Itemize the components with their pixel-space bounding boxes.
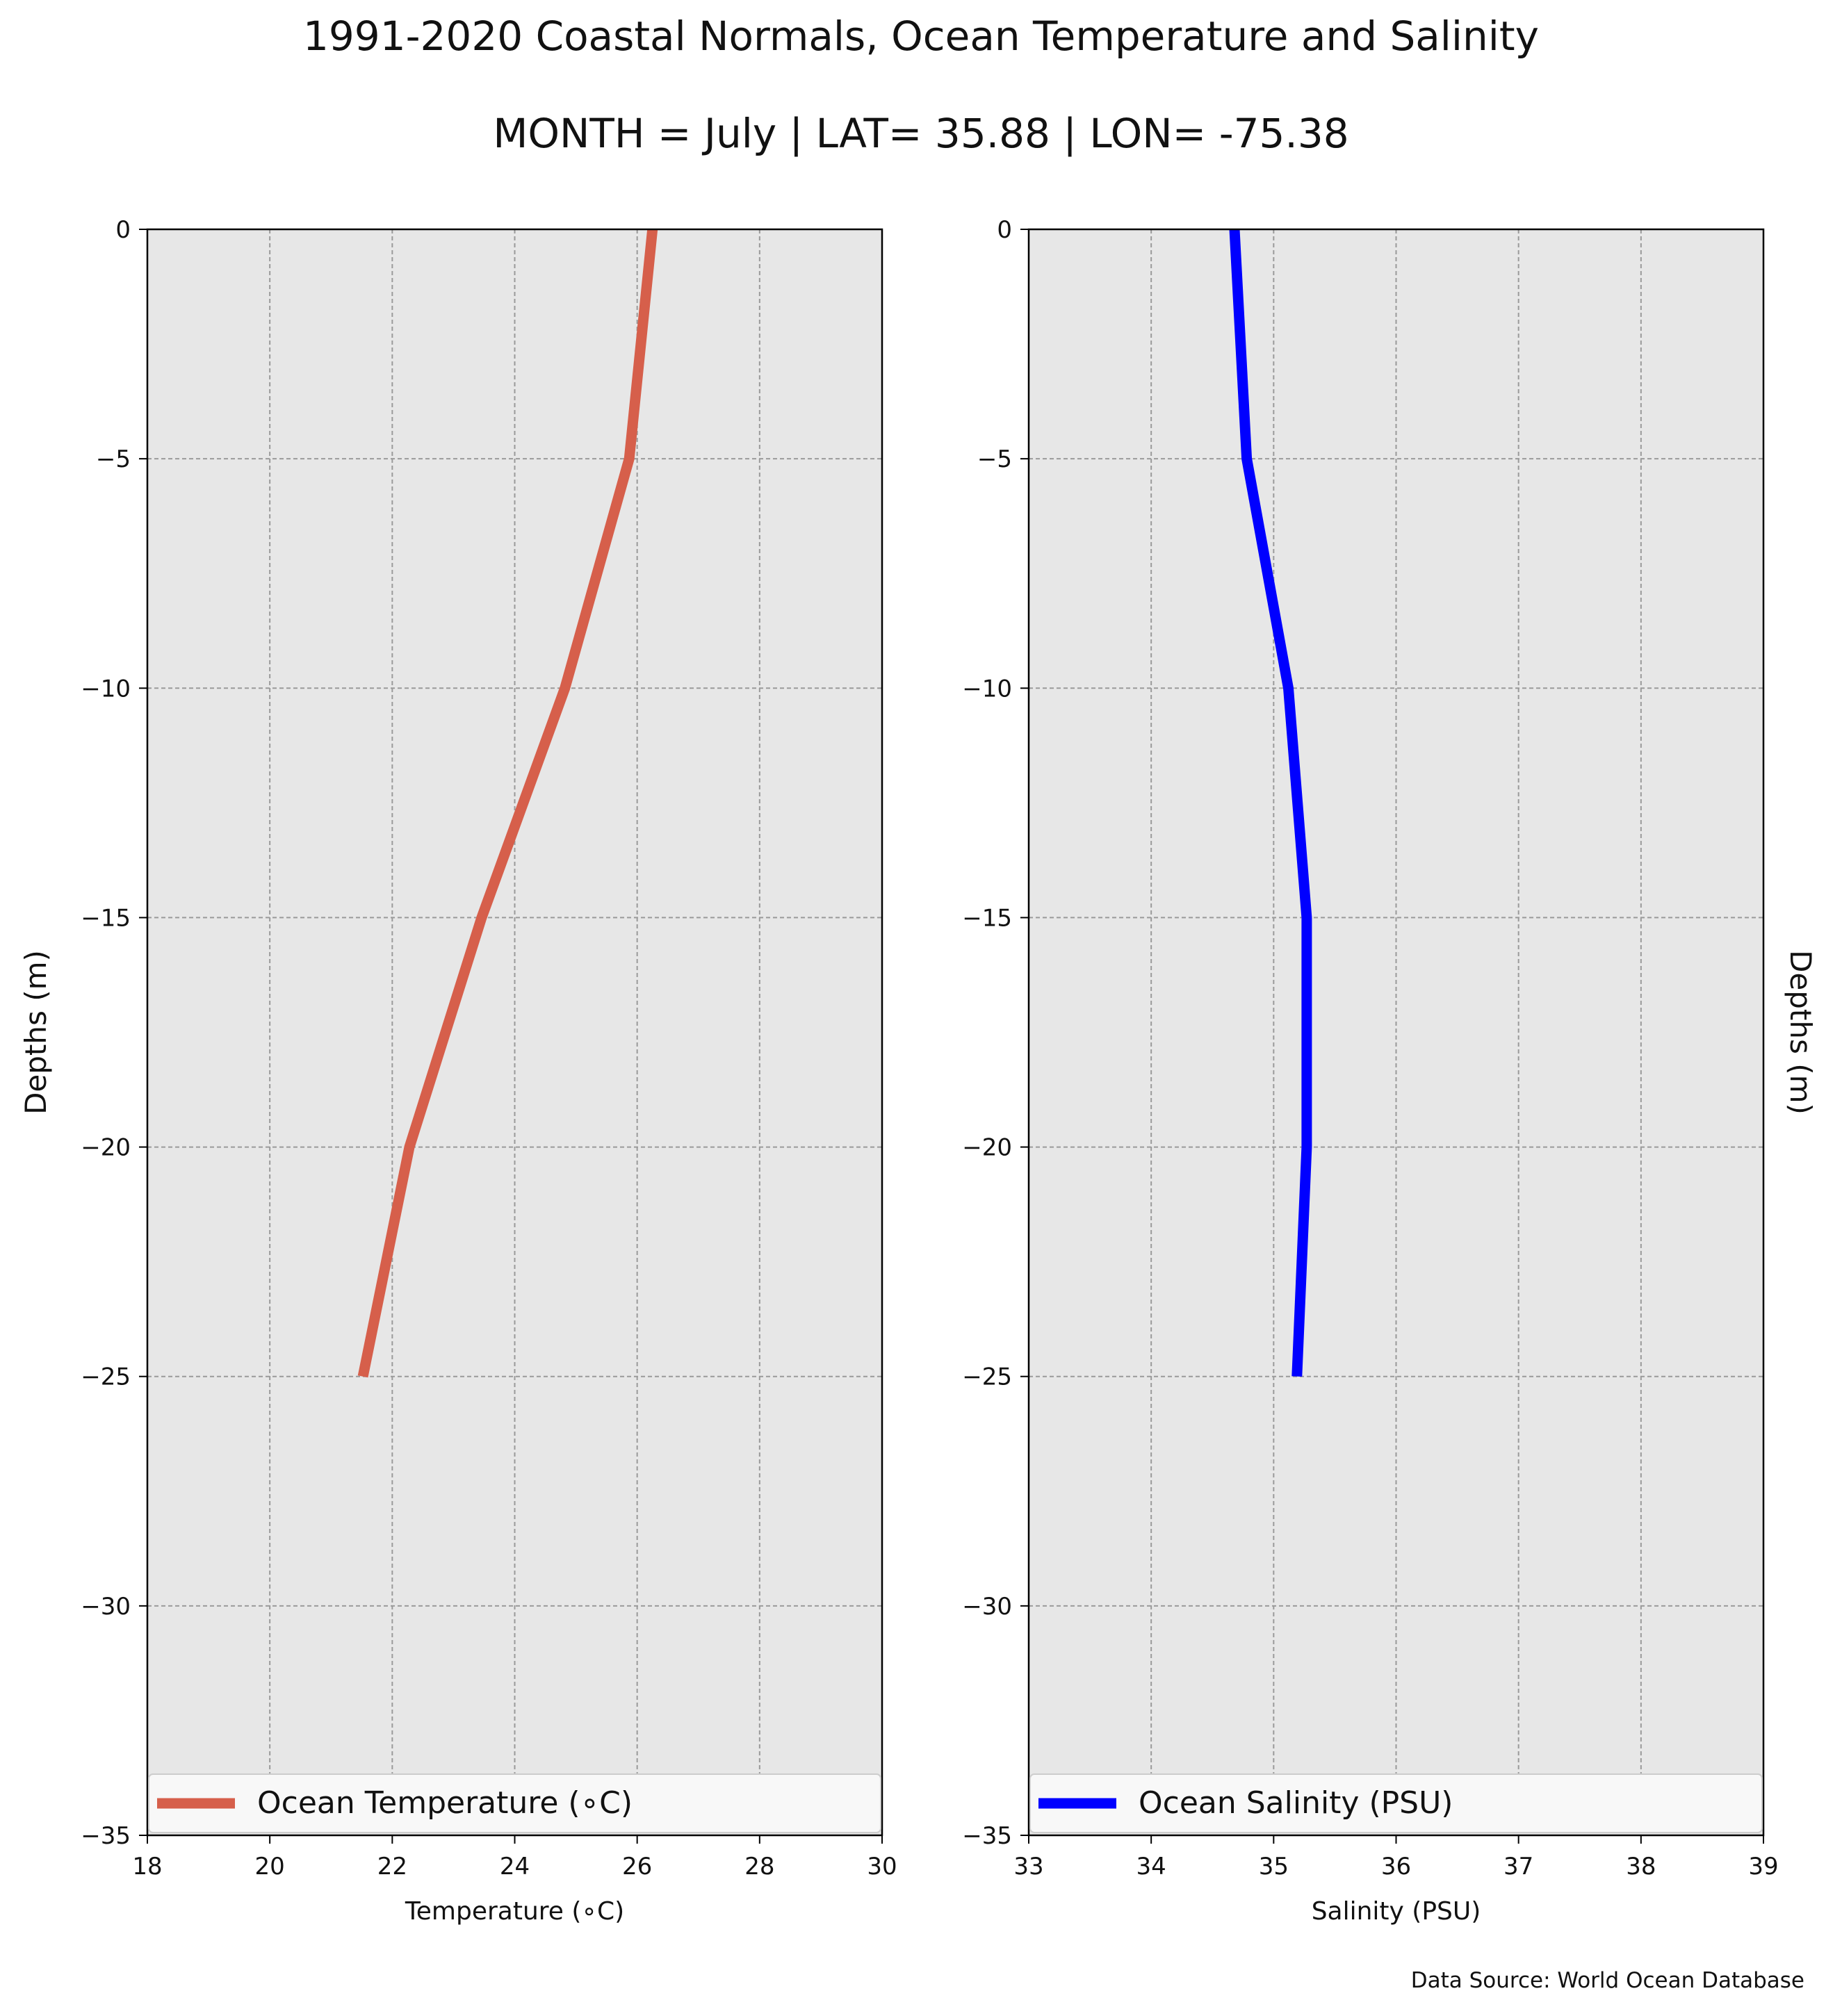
chart-title: 1991-2020 Coastal Normals, Ocean Tempera… (303, 13, 1539, 60)
temp-chart: 18 20 22 24 26 28 30 0 −5 −10 −15 −20 −25 −30 −35 Tempe… (19, 216, 897, 1926)
sal-x-tick-label: 39 (1748, 1853, 1778, 1880)
sal-y-tick-label: −10 (962, 675, 1012, 703)
sal-y-axis-label: Depths (m) (1784, 950, 1818, 1115)
sal-x-tick-label: 36 (1381, 1853, 1411, 1880)
sal-y-tick-label: −15 (962, 904, 1012, 932)
temp-x-tick-label: 26 (622, 1853, 652, 1880)
sal-y-tick-label: 0 (997, 216, 1012, 244)
temp-y-tick-label: 0 (115, 216, 131, 244)
data-source-note: Data Source: World Ocean Database (1410, 1968, 1804, 1993)
temp-x-tick-label: 18 (132, 1853, 162, 1880)
chart-subtitle: MONTH = July | LAT= 35.88 | LON= -75.38 (493, 110, 1349, 157)
temp-y-tick-label: −10 (81, 675, 131, 703)
temp-x-axis-label: Temperature (∘C) (405, 1897, 624, 1926)
temp-x-tick-label: 30 (867, 1853, 897, 1880)
sal-x-axis-label: Salinity (PSU) (1312, 1897, 1481, 1926)
temp-y-tick-label: −20 (81, 1134, 131, 1162)
temp-x-tick-label: 24 (500, 1853, 530, 1880)
temp-x-tick-label: 20 (255, 1853, 285, 1880)
sal-y-tick-label: −25 (962, 1363, 1012, 1391)
sal-y-tick-label: −20 (962, 1134, 1012, 1162)
temp-series-line (357, 229, 658, 1378)
temp-y-tick-label: −30 (81, 1593, 131, 1621)
sal-x-tick-label: 34 (1136, 1853, 1166, 1880)
sal-legend-label: Ocean Salinity (PSU) (1139, 1785, 1453, 1821)
temp-y-tick-label: −25 (81, 1363, 131, 1391)
temp-y-axis-label: Depths (m) (19, 950, 53, 1115)
temp-y-tick-label: −35 (81, 1822, 131, 1850)
sal-chart: 33 34 35 36 37 38 39 0 −5 −10 −15 −20 −25 −30 −35 Salin… (962, 216, 1818, 1926)
sal-x-tick-label: 35 (1259, 1853, 1289, 1880)
temp-legend: Ocean Temperature (∘C) (148, 1773, 881, 1833)
sal-legend: Ocean Salinity (PSU) (1029, 1773, 1763, 1833)
temp-y-tick-label: −5 (96, 445, 131, 473)
temp-legend-label: Ocean Temperature (∘C) (257, 1785, 633, 1821)
sal-series-line (1229, 229, 1312, 1377)
temp-x-tick-label: 22 (377, 1853, 407, 1880)
sal-x-tick-label: 37 (1503, 1853, 1533, 1880)
temp-x-tick-label: 28 (744, 1853, 774, 1880)
sal-legend-box (1029, 1773, 1763, 1833)
sal-y-tick-label: −30 (962, 1593, 1012, 1621)
sal-y-tick-label: −5 (977, 445, 1012, 473)
sal-x-tick-label: 33 (1013, 1853, 1043, 1880)
temp-legend-box (148, 1773, 881, 1833)
sal-y-tick-label: −35 (962, 1822, 1012, 1850)
sal-x-tick-label: 38 (1626, 1853, 1656, 1880)
temp-y-tick-label: −15 (81, 904, 131, 932)
